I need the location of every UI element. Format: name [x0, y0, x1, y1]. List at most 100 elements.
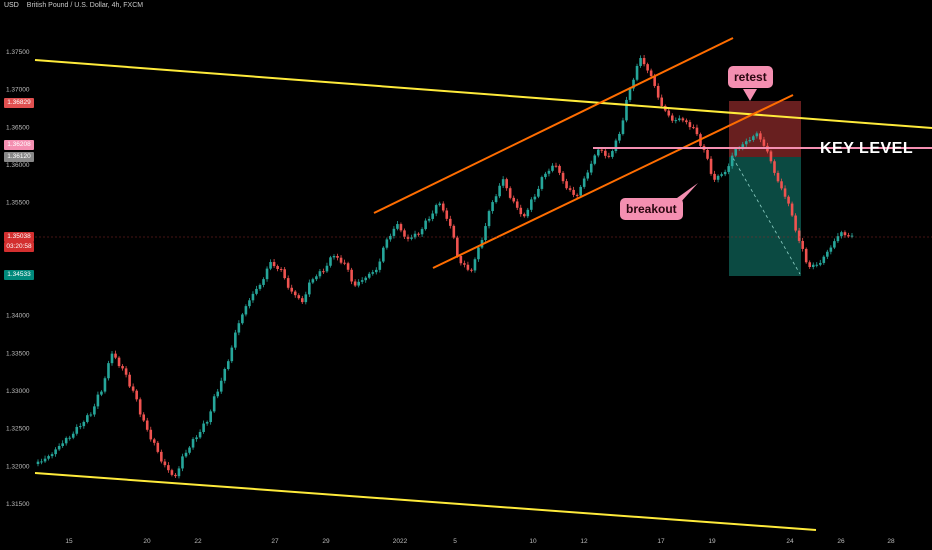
candle-body	[801, 240, 804, 249]
y-tick-label: 1.37000	[6, 87, 30, 94]
candle-body	[498, 185, 501, 197]
candle-body	[350, 269, 353, 282]
symbol-header: USD British Pound / U.S. Dollar, 4h, FXC…	[4, 2, 143, 9]
candle-body	[582, 178, 586, 187]
candle-body	[96, 394, 100, 407]
candle-body	[357, 281, 360, 286]
candle-body	[89, 414, 93, 416]
candle-body	[378, 261, 382, 270]
candle-body	[463, 263, 466, 265]
candle-body	[530, 199, 533, 210]
candle-body	[505, 179, 508, 189]
candle-body	[470, 269, 473, 271]
candle-body	[466, 264, 470, 270]
candle-body	[237, 323, 241, 333]
candle-body	[226, 361, 230, 370]
channel-upper-line[interactable]	[373, 37, 734, 214]
candle-body	[515, 201, 519, 208]
candle-body	[491, 202, 494, 212]
candle-body	[438, 203, 442, 206]
channel-lower-line[interactable]	[432, 94, 794, 269]
take-profit-zone[interactable]	[729, 157, 801, 276]
candle-body	[790, 203, 794, 216]
candle-body	[811, 264, 815, 268]
candle-body	[152, 439, 156, 443]
candle-body	[71, 433, 75, 438]
candle-body	[681, 118, 685, 121]
candle-body	[494, 196, 498, 203]
retest-annotation[interactable]: retest	[728, 66, 773, 88]
candle-body	[448, 218, 452, 226]
lower-yellow-trendline[interactable]	[34, 472, 817, 531]
candle-body	[86, 415, 89, 422]
candle-body	[678, 118, 681, 121]
candle-body	[290, 287, 294, 292]
retest-pointer-icon	[743, 89, 757, 101]
candle-body	[205, 422, 209, 424]
y-tick-label: 1.32500	[6, 426, 30, 433]
candle-body	[332, 256, 336, 258]
y-tick-label: 1.34000	[6, 313, 30, 320]
candle-body	[452, 225, 456, 238]
candle-body	[265, 268, 269, 280]
candle-body	[325, 265, 329, 272]
candle-body	[642, 58, 646, 65]
candle-body	[484, 226, 487, 241]
candle-body	[670, 115, 674, 121]
candle-body	[124, 368, 128, 375]
candle-body	[170, 470, 174, 475]
upper-yellow-trendline[interactable]	[34, 59, 932, 129]
candle-body	[145, 420, 149, 430]
candle-body	[297, 295, 301, 299]
candle-body	[822, 256, 826, 263]
candle-body	[639, 58, 642, 66]
candle-body	[808, 262, 812, 268]
x-tick-label: 22	[194, 538, 202, 545]
candle-body	[135, 390, 138, 400]
candle-body	[734, 149, 738, 156]
candle-body	[138, 399, 142, 415]
candle-body	[445, 210, 449, 219]
symbol-title[interactable]: British Pound / U.S. Dollar, 4h, FXCM	[26, 2, 144, 9]
candle-body	[833, 241, 836, 248]
candle-body	[674, 120, 678, 122]
candle-body	[723, 171, 727, 175]
y-tick-label: 1.31500	[6, 501, 30, 508]
candle-body	[688, 122, 692, 128]
candle-body	[847, 235, 850, 237]
breakout-annotation[interactable]: breakout	[620, 198, 683, 220]
candle-body	[399, 224, 403, 231]
candle-body	[40, 461, 43, 463]
candle-body	[456, 237, 459, 257]
candle-body	[54, 449, 57, 455]
candle-body	[561, 172, 565, 182]
candle-body	[195, 437, 198, 440]
time-axis[interactable]: 15 20 22 27 29 2022 5 10 12 17 19 24 26 28	[65, 538, 895, 545]
candle-body	[787, 196, 790, 204]
candle-body	[343, 262, 346, 264]
candle-body	[586, 172, 590, 179]
candle-body	[311, 279, 315, 283]
candle-body	[230, 347, 234, 362]
candle-body	[223, 369, 227, 381]
key-level-label: KEY LEVEL	[820, 140, 914, 157]
candle-body	[744, 141, 748, 145]
candle-body	[308, 282, 311, 295]
candle-body	[61, 443, 64, 446]
candle-body	[424, 220, 427, 230]
candle-body	[68, 437, 72, 439]
candle-body	[322, 271, 325, 273]
candle-body	[50, 454, 54, 457]
candle-body	[142, 414, 146, 421]
y-tick-label: 1.37500	[6, 49, 30, 56]
candle-body	[565, 181, 568, 189]
candle-body	[283, 269, 286, 279]
candle-body	[501, 179, 505, 186]
candle-body	[93, 406, 96, 415]
candle-body	[558, 165, 561, 173]
candle-body	[420, 229, 424, 235]
candle-body	[107, 363, 110, 379]
candle-body	[755, 133, 759, 137]
candle-body	[727, 166, 730, 172]
